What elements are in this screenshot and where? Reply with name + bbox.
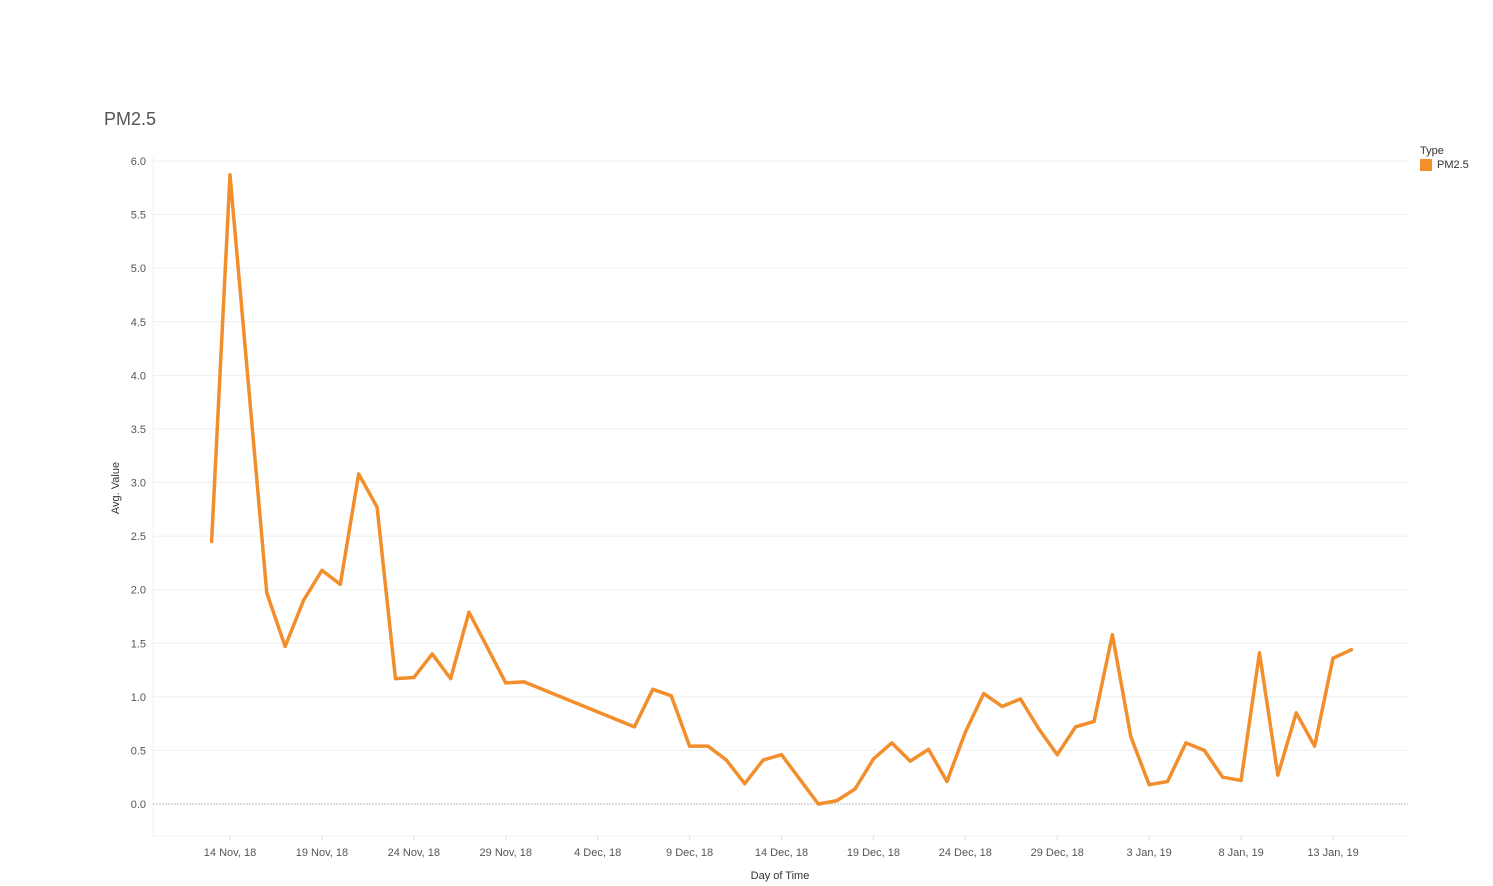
data-point[interactable] [1202,748,1206,753]
x-tick-label: 29 Nov, 18 [480,847,532,859]
data-point[interactable] [1000,704,1004,709]
data-point[interactable] [1257,651,1262,655]
data-point[interactable] [926,747,931,751]
data-point[interactable] [1037,727,1041,731]
data-point[interactable] [1294,711,1298,715]
data-point[interactable] [835,799,839,803]
data-point[interactable] [412,675,416,680]
data-point[interactable] [761,758,765,762]
series-layer [209,173,1354,806]
y-tick-label: 5.0 [131,263,146,275]
data-point[interactable] [1018,697,1023,701]
data-point[interactable] [724,758,728,762]
x-tick-label: 14 Dec, 18 [755,847,808,859]
y-tick-label: 3.0 [131,478,146,490]
x-tick-label: 13 Jan, 19 [1307,847,1358,859]
data-point[interactable] [1331,656,1335,660]
data-point[interactable] [779,753,784,757]
data-point[interactable] [982,692,986,696]
data-point[interactable] [945,779,949,784]
data-point[interactable] [651,687,655,691]
data-point[interactable] [1239,778,1243,783]
data-point[interactable] [963,730,967,734]
data-point[interactable] [669,694,673,698]
data-point[interactable] [504,681,508,685]
data-point[interactable] [1055,753,1059,757]
data-point[interactable] [449,677,453,681]
data-point[interactable] [1074,725,1078,729]
y-tick-label: 1.0 [131,692,146,704]
x-tick-label: 19 Nov, 18 [296,847,348,859]
x-tick-label: 8 Jan, 19 [1218,847,1263,859]
y-tick-label: 6.0 [131,156,146,168]
data-point[interactable] [632,725,637,729]
y-tick-label: 4.0 [131,370,146,382]
data-point[interactable] [283,644,287,649]
series-line[interactable] [209,173,1354,806]
data-point[interactable] [853,787,857,791]
data-point[interactable] [210,539,214,544]
data-point[interactable] [1221,775,1225,779]
legend-item-pm25[interactable]: PM2.5 [1420,159,1469,171]
data-point[interactable] [430,652,434,656]
data-point[interactable] [320,568,324,572]
data-point[interactable] [467,610,471,614]
x-tick-label: 24 Dec, 18 [939,847,992,859]
data-point[interactable] [393,677,398,681]
data-point[interactable] [375,505,379,509]
y-tick-label: 3.5 [131,424,146,436]
data-point[interactable] [301,598,306,602]
chart-title: PM2.5 [104,109,157,129]
data-point[interactable] [1092,719,1096,724]
y-axis-title: Avg. Value [110,462,122,514]
data-point[interactable] [1184,741,1188,745]
data-point[interactable] [687,744,692,748]
data-point[interactable] [1110,633,1114,637]
y-axis-ticks: 0.0 0.5 1.0 1.5 2.0 2.5 3.0 3.5 4.0 4.5 5.0 5.5 6.0 [131,156,146,811]
data-point[interactable] [798,777,802,781]
legend-title: Type [1420,145,1444,157]
data-point[interactable] [265,591,269,595]
data-point[interactable] [1276,773,1280,777]
data-point[interactable] [1313,744,1317,748]
legend-item-label: PM2.5 [1437,159,1469,171]
data-point[interactable] [706,744,710,748]
data-point[interactable] [228,173,232,177]
x-tick-label: 19 Dec, 18 [847,847,900,859]
y-tick-label: 1.5 [131,638,146,650]
y-tick-label: 2.0 [131,585,146,597]
x-axis-ticks: 14 Nov, 18 19 Nov, 18 24 Nov, 18 29 Nov, 18… [204,836,1359,859]
x-tick-label: 24 Nov, 18 [388,847,440,859]
data-point[interactable] [890,741,894,745]
data-point[interactable] [1349,648,1353,652]
y-tick-label: 0.0 [131,799,146,811]
legend-swatch [1420,159,1432,171]
x-axis-title: Day of Time [751,870,810,882]
x-tick-label: 29 Dec, 18 [1031,847,1084,859]
data-point[interactable] [871,757,876,761]
x-tick-label: 4 Dec, 18 [574,847,621,859]
x-tick-label: 9 Dec, 18 [666,847,713,859]
data-point[interactable] [522,680,526,684]
x-tick-label: 3 Jan, 19 [1127,847,1172,859]
y-tick-label: 5.5 [131,210,146,222]
data-point[interactable] [908,759,912,763]
y-tick-label: 4.5 [131,317,146,329]
legend: Type PM2.5 [1420,145,1469,171]
y-tick-label: 0.5 [131,745,146,757]
grid-lines [152,157,1408,837]
data-point[interactable] [338,582,342,586]
data-point[interactable] [816,802,820,806]
data-point[interactable] [1165,779,1170,784]
data-point[interactable] [743,782,747,786]
data-point[interactable] [1129,734,1133,739]
data-point[interactable] [357,472,361,476]
y-tick-label: 2.5 [131,531,146,543]
x-tick-label: 14 Nov, 18 [204,847,256,859]
data-point[interactable] [1147,783,1151,787]
